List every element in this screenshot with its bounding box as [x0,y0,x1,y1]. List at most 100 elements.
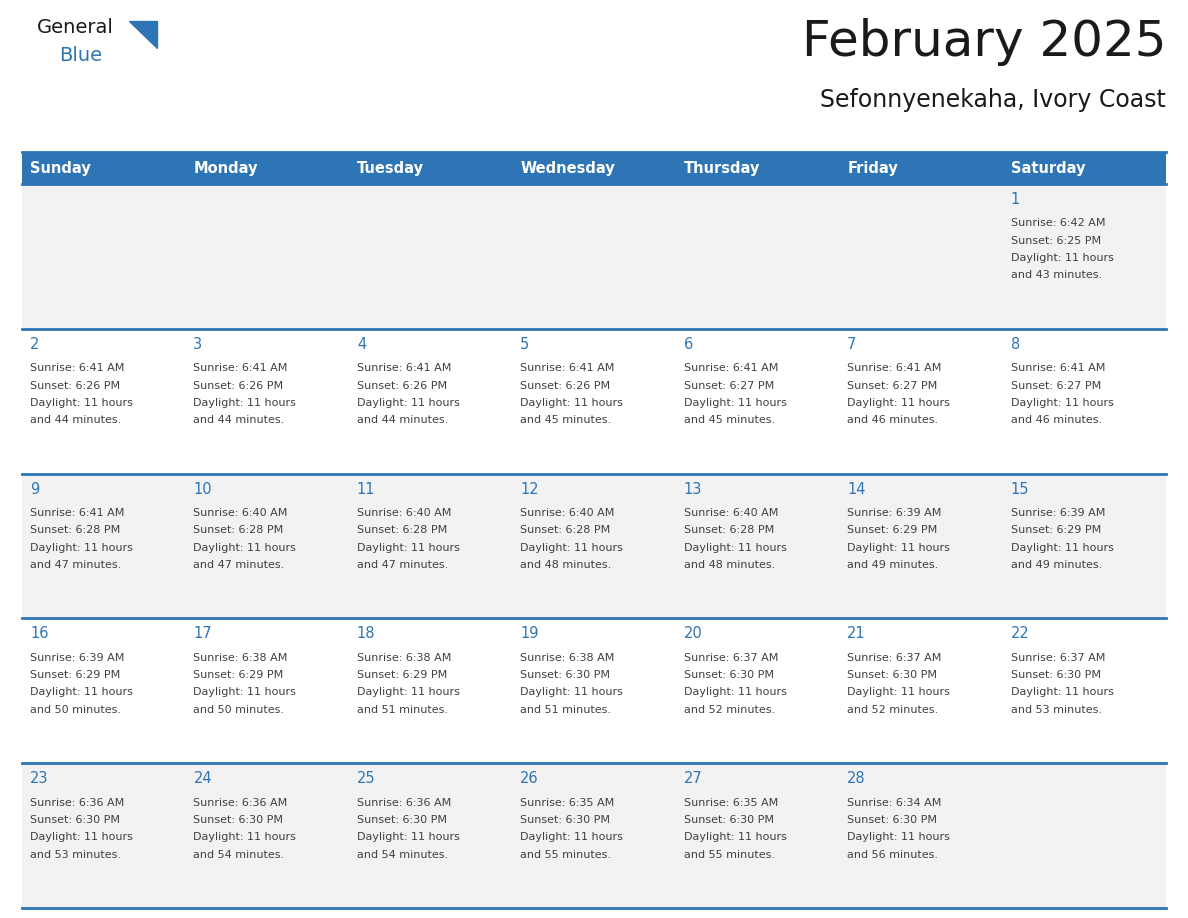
Text: Sunrise: 6:40 AM: Sunrise: 6:40 AM [194,508,287,518]
Text: Sunrise: 6:41 AM: Sunrise: 6:41 AM [356,364,451,374]
Text: 11: 11 [356,482,375,497]
Text: 21: 21 [847,626,866,642]
Text: 7: 7 [847,337,857,352]
Text: 22: 22 [1011,626,1029,642]
Text: 13: 13 [684,482,702,497]
Text: Sunset: 6:30 PM: Sunset: 6:30 PM [847,815,937,825]
Bar [349,763,512,908]
Text: Thursday: Thursday [684,161,760,175]
Bar [676,329,839,474]
Text: 3: 3 [194,337,202,352]
Text: Friday: Friday [847,161,898,175]
Bar [1003,619,1165,763]
Bar [676,763,839,908]
Text: 9: 9 [30,482,39,497]
Text: Daylight: 11 hours: Daylight: 11 hours [30,833,133,842]
Text: and 53 minutes.: and 53 minutes. [30,849,121,859]
Bar [185,152,349,184]
Text: and 45 minutes.: and 45 minutes. [684,415,775,425]
Text: Daylight: 11 hours: Daylight: 11 hours [847,833,950,842]
Text: Daylight: 11 hours: Daylight: 11 hours [520,543,624,553]
Text: and 48 minutes.: and 48 minutes. [684,560,775,570]
Text: Daylight: 11 hours: Daylight: 11 hours [847,688,950,698]
Bar [512,329,676,474]
Text: Sunset: 6:28 PM: Sunset: 6:28 PM [684,525,773,535]
Text: Sunrise: 6:41 AM: Sunrise: 6:41 AM [194,364,287,374]
Text: Sunset: 6:25 PM: Sunset: 6:25 PM [1011,236,1101,246]
Bar [512,619,676,763]
Text: Sunset: 6:29 PM: Sunset: 6:29 PM [847,525,937,535]
Text: 6: 6 [684,337,693,352]
Text: Sunrise: 6:37 AM: Sunrise: 6:37 AM [847,653,942,663]
Text: Sunset: 6:28 PM: Sunset: 6:28 PM [30,525,120,535]
Bar [512,763,676,908]
Text: Sunset: 6:26 PM: Sunset: 6:26 PM [194,381,284,390]
Text: Sunrise: 6:37 AM: Sunrise: 6:37 AM [1011,653,1105,663]
Bar [676,152,839,184]
Bar [185,619,349,763]
Text: Sunrise: 6:38 AM: Sunrise: 6:38 AM [356,653,451,663]
Text: and 50 minutes.: and 50 minutes. [194,705,284,715]
Text: 17: 17 [194,626,211,642]
Bar [512,184,676,329]
Text: Blue: Blue [59,46,102,65]
Text: 28: 28 [847,771,866,786]
Text: Daylight: 11 hours: Daylight: 11 hours [684,833,786,842]
Text: Sunrise: 6:38 AM: Sunrise: 6:38 AM [194,653,287,663]
Text: Sunset: 6:29 PM: Sunset: 6:29 PM [30,670,120,680]
Bar [349,619,512,763]
Text: and 43 minutes.: and 43 minutes. [1011,271,1101,280]
Text: and 47 minutes.: and 47 minutes. [30,560,121,570]
Text: Sunset: 6:30 PM: Sunset: 6:30 PM [194,815,284,825]
Text: Sunset: 6:30 PM: Sunset: 6:30 PM [520,815,611,825]
Bar [839,329,1003,474]
Text: Sunset: 6:30 PM: Sunset: 6:30 PM [520,670,611,680]
Text: Daylight: 11 hours: Daylight: 11 hours [684,543,786,553]
Text: 14: 14 [847,482,866,497]
Text: Daylight: 11 hours: Daylight: 11 hours [684,688,786,698]
Text: Sunset: 6:26 PM: Sunset: 6:26 PM [356,381,447,390]
Text: and 52 minutes.: and 52 minutes. [684,705,775,715]
Text: 12: 12 [520,482,539,497]
Text: Daylight: 11 hours: Daylight: 11 hours [684,397,786,408]
Text: Sunset: 6:30 PM: Sunset: 6:30 PM [847,670,937,680]
Text: Tuesday: Tuesday [356,161,424,175]
Bar [839,474,1003,619]
Text: Monday: Monday [194,161,258,175]
Text: 20: 20 [684,626,702,642]
Text: Saturday: Saturday [1011,161,1085,175]
Bar [23,474,185,619]
Text: Sunrise: 6:41 AM: Sunrise: 6:41 AM [684,364,778,374]
Text: 10: 10 [194,482,211,497]
Text: and 48 minutes.: and 48 minutes. [520,560,612,570]
Text: Daylight: 11 hours: Daylight: 11 hours [194,397,296,408]
Text: Daylight: 11 hours: Daylight: 11 hours [520,833,624,842]
Text: Sunrise: 6:41 AM: Sunrise: 6:41 AM [1011,364,1105,374]
Text: Daylight: 11 hours: Daylight: 11 hours [356,397,460,408]
Text: and 49 minutes.: and 49 minutes. [847,560,939,570]
Bar [23,763,185,908]
Text: Daylight: 11 hours: Daylight: 11 hours [356,543,460,553]
Text: Sunrise: 6:40 AM: Sunrise: 6:40 AM [520,508,614,518]
Text: and 49 minutes.: and 49 minutes. [1011,560,1101,570]
Bar [839,184,1003,329]
Bar [23,329,185,474]
Bar [23,152,185,184]
Bar [349,329,512,474]
Bar [349,184,512,329]
Text: Daylight: 11 hours: Daylight: 11 hours [520,688,624,698]
Text: Sunset: 6:30 PM: Sunset: 6:30 PM [684,670,773,680]
Text: Daylight: 11 hours: Daylight: 11 hours [356,833,460,842]
Text: Wednesday: Wednesday [520,161,615,175]
Text: 16: 16 [30,626,49,642]
Bar [1003,152,1165,184]
Bar [23,619,185,763]
Text: Sunset: 6:27 PM: Sunset: 6:27 PM [684,381,773,390]
Text: Sunrise: 6:41 AM: Sunrise: 6:41 AM [30,364,125,374]
Text: and 46 minutes.: and 46 minutes. [1011,415,1101,425]
Text: Sunset: 6:30 PM: Sunset: 6:30 PM [356,815,447,825]
Text: 23: 23 [30,771,49,786]
Text: 4: 4 [356,337,366,352]
Bar [185,474,349,619]
Bar [839,619,1003,763]
